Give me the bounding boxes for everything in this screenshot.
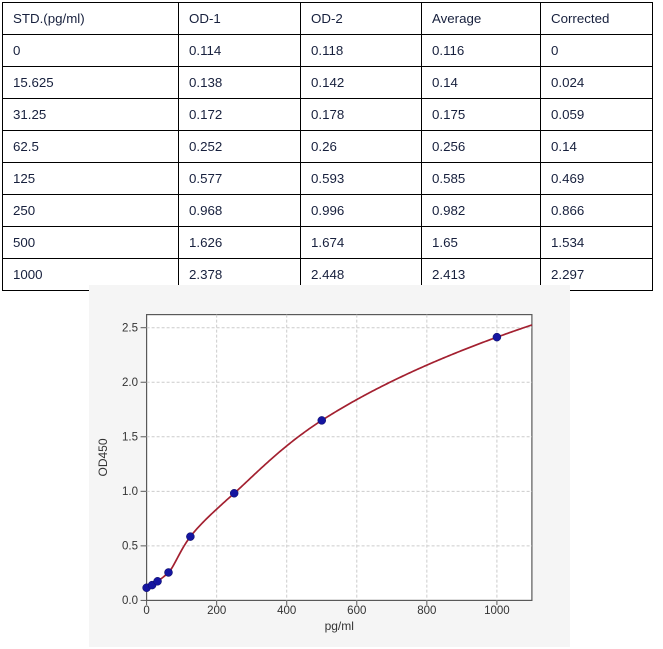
svg-text:1000: 1000: [484, 605, 510, 617]
svg-text:600: 600: [347, 605, 366, 617]
svg-text:0: 0: [143, 605, 149, 617]
svg-text:400: 400: [277, 605, 296, 617]
svg-text:OD450: OD450: [96, 438, 110, 476]
svg-text:200: 200: [207, 605, 226, 617]
svg-text:2.5: 2.5: [122, 323, 138, 335]
svg-text:800: 800: [417, 605, 436, 617]
svg-text:0.0: 0.0: [122, 595, 138, 607]
svg-text:1.0: 1.0: [122, 486, 138, 498]
svg-text:2.0: 2.0: [122, 377, 138, 389]
svg-text:0.5: 0.5: [122, 541, 138, 553]
svg-text:pg/ml: pg/ml: [325, 619, 354, 633]
svg-text:1.5: 1.5: [122, 432, 138, 444]
